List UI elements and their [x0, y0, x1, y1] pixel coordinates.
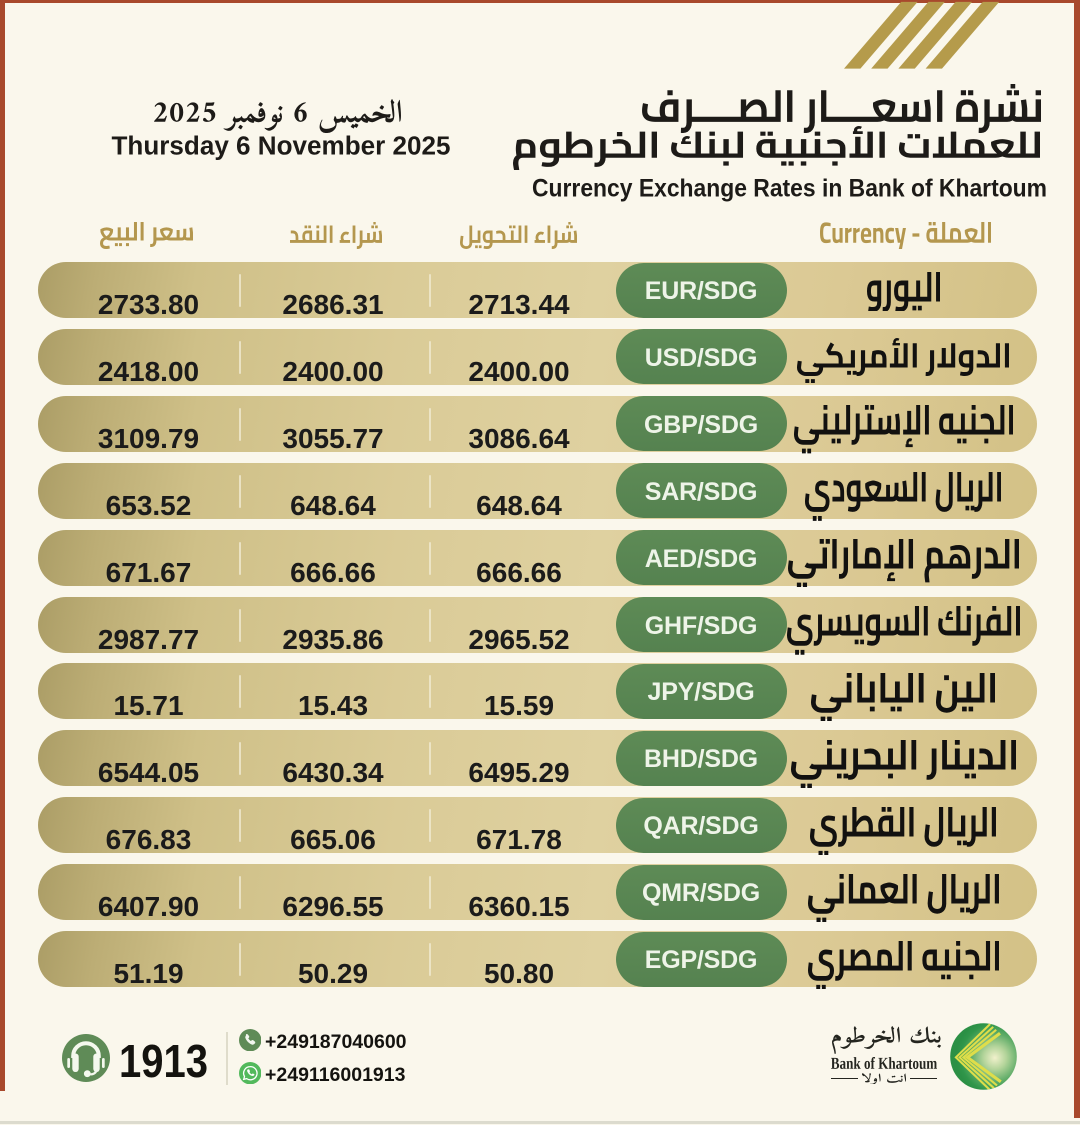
svg-text:1913: 1913	[119, 1040, 208, 1082]
svg-text:Thursday 6 November 2025: Thursday 6 November 2025	[112, 133, 451, 161]
svg-text:Currency Exchange Rates in Ban: Currency Exchange Rates in Bank of Khart…	[532, 175, 1047, 203]
